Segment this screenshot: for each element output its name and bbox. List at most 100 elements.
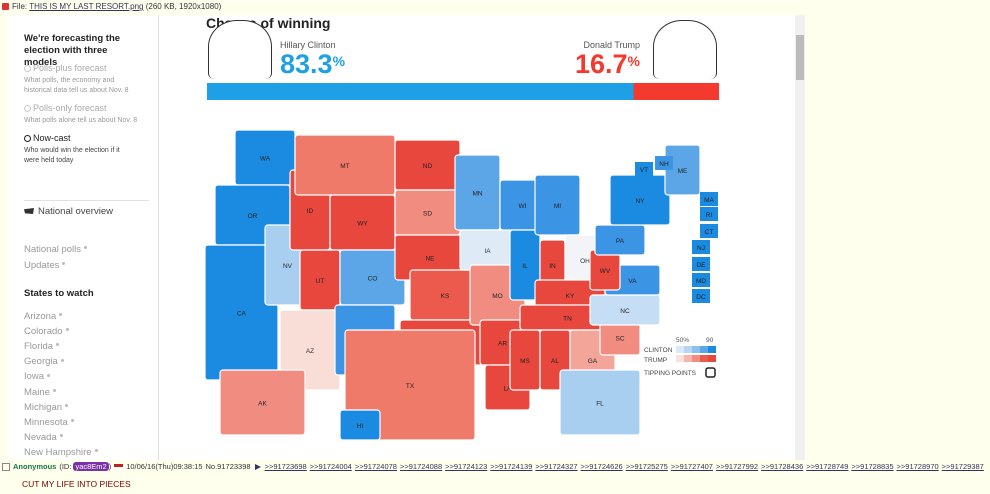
- sidebar-heading: We're forecasting the election with thre…: [24, 33, 121, 68]
- state[interactable]: IA: [459, 229, 516, 271]
- state[interactable]: MD: [692, 273, 710, 287]
- file-link[interactable]: THIS IS MY LAST RESORT.png: [29, 2, 144, 11]
- poster-id: yac8Em2: [73, 462, 109, 471]
- state[interactable]: AK: [219, 369, 306, 436]
- state-link[interactable]: Georgia: [24, 351, 64, 369]
- state-link[interactable]: Minnesota: [24, 412, 74, 430]
- state[interactable]: NJ: [692, 240, 710, 254]
- sidebar-link[interactable]: National polls: [24, 239, 88, 257]
- reply-link[interactable]: >>91728970: [896, 462, 939, 471]
- sidebar-link[interactable]: Updates: [24, 255, 66, 273]
- state[interactable]: MN: [454, 154, 501, 231]
- state-label: KS: [441, 293, 450, 300]
- hide-button[interactable]: [2, 3, 9, 10]
- state-label: NY: [635, 198, 645, 205]
- state[interactable]: MS: [509, 329, 541, 391]
- bullet: [59, 434, 63, 438]
- state-label: TX: [406, 383, 415, 390]
- state[interactable]: CT: [700, 224, 718, 238]
- reply-link[interactable]: >>91724626: [580, 462, 623, 471]
- reply-link[interactable]: >>91724078: [354, 462, 397, 471]
- candidate-name: Donald Trump: [583, 40, 640, 50]
- state-label: TN: [563, 316, 572, 323]
- bullet: [47, 373, 51, 377]
- state-label: ME: [678, 168, 688, 175]
- legend-high: 90: [706, 337, 714, 344]
- legend-swatch: [692, 346, 700, 353]
- reply-link[interactable]: >>91725275: [625, 462, 668, 471]
- state[interactable]: MI: [534, 174, 581, 236]
- state[interactable]: NY: [609, 174, 671, 226]
- bullet: [94, 449, 98, 453]
- candidate-name: Hillary Clinton: [280, 40, 336, 50]
- national-overview[interactable]: National overview: [24, 206, 113, 217]
- state[interactable]: WA: [234, 129, 296, 186]
- reply-link[interactable]: >>91724123: [445, 462, 488, 471]
- state[interactable]: DE: [692, 257, 710, 271]
- model-desc: What polls, the economy and historical d…: [24, 77, 129, 94]
- radio[interactable]: [24, 135, 31, 142]
- state-link[interactable]: Colorado: [24, 321, 69, 339]
- legend-swatch: [676, 346, 684, 353]
- scrollbar[interactable]: [795, 15, 805, 460]
- state-link[interactable]: New Hampshire: [24, 442, 98, 460]
- probability-bar: [207, 83, 719, 100]
- state[interactable]: ND: [394, 139, 461, 191]
- state-label: MS: [520, 358, 530, 365]
- state-link[interactable]: Maine: [24, 382, 56, 400]
- state-link[interactable]: Iowa: [24, 366, 51, 384]
- state-link[interactable]: Nevada: [24, 427, 63, 445]
- state-link[interactable]: Florida: [24, 336, 60, 354]
- reply-link[interactable]: >>91728749: [806, 462, 849, 471]
- state-link[interactable]: Michigan: [24, 397, 69, 415]
- reply-link[interactable]: >>91729387: [941, 462, 984, 471]
- reply-link[interactable]: >>91724327: [535, 462, 578, 471]
- reply-link[interactable]: >>91723698: [264, 462, 307, 471]
- state-link[interactable]: Arizona: [24, 306, 63, 324]
- reply-link[interactable]: >>91724139: [490, 462, 533, 471]
- scroll-thumb[interactable]: [796, 35, 804, 80]
- reply-link[interactable]: >>91728835: [851, 462, 894, 471]
- legend-swatch: [684, 355, 692, 362]
- state[interactable]: SD: [394, 189, 461, 236]
- state[interactable]: NH: [655, 156, 673, 170]
- state-shape: [559, 369, 641, 436]
- state[interactable]: UT: [299, 249, 341, 311]
- state-label: DC: [696, 294, 706, 301]
- bullet: [59, 313, 63, 317]
- state-label: IA: [484, 248, 491, 255]
- reply-link[interactable]: >>91727992: [715, 462, 759, 471]
- id-prefix: (ID:: [59, 462, 72, 471]
- reply-link[interactable]: >>91724088: [399, 462, 443, 471]
- reply-link[interactable]: >>91727407: [670, 462, 713, 471]
- state[interactable]: WY: [329, 194, 396, 251]
- flag: [114, 464, 124, 471]
- state[interactable]: MA: [700, 192, 718, 206]
- state[interactable]: MT: [294, 134, 396, 196]
- reply-link[interactable]: >>91728436: [761, 462, 804, 471]
- state[interactable]: FL: [559, 369, 641, 436]
- state[interactable]: HI: [339, 409, 381, 441]
- radio[interactable]: [24, 65, 31, 72]
- state-shape: [692, 273, 710, 287]
- state-label: MI: [554, 203, 561, 210]
- state-label: OR: [248, 213, 258, 220]
- state-shape: [339, 409, 381, 441]
- state-label: GA: [588, 358, 598, 365]
- state[interactable]: PA: [594, 224, 646, 256]
- state[interactable]: RI: [700, 207, 718, 221]
- state[interactable]: NC: [589, 294, 661, 326]
- file-label: File:: [12, 2, 28, 11]
- state[interactable]: VT: [635, 162, 653, 176]
- state[interactable]: SC: [599, 319, 641, 356]
- state[interactable]: WV: [589, 249, 621, 291]
- model-name: Now-cast: [33, 133, 71, 143]
- reply-link[interactable]: >>91724004: [309, 462, 352, 471]
- state-label: MN: [472, 191, 482, 198]
- legend-trump: TRUMP: [644, 357, 667, 364]
- state[interactable]: DC: [692, 289, 710, 303]
- bullet: [65, 328, 69, 332]
- state[interactable]: IL: [509, 229, 541, 301]
- radio[interactable]: [24, 105, 31, 112]
